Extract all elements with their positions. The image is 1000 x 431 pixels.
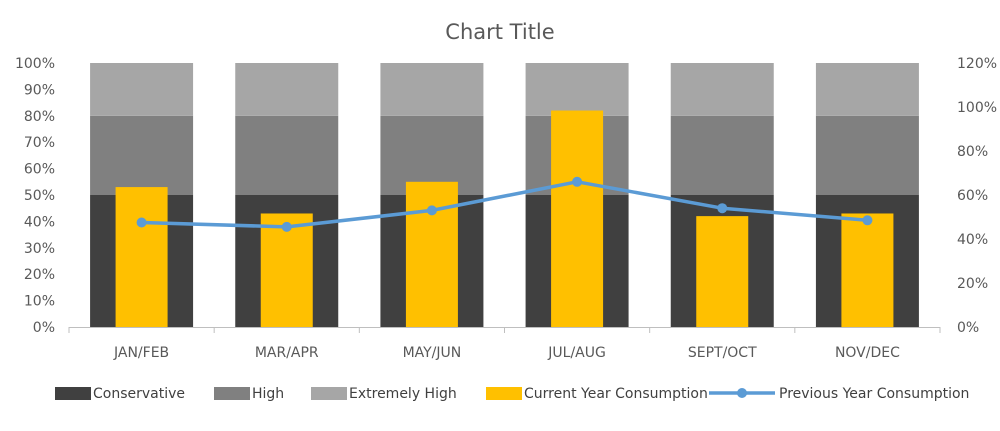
band-high-nov-dec: [815, 115, 919, 195]
left-tick-label: 70%: [24, 135, 55, 151]
legend-swatch: [214, 387, 250, 400]
bar-current-nov-dec: [841, 213, 894, 327]
legend-swatch: [311, 387, 347, 400]
band-extremely-high-nov-dec: [815, 63, 919, 116]
right-tick-label: 40%: [957, 232, 988, 248]
right-tick-label: 100%: [957, 100, 997, 116]
category-label-mar-apr: MAR/APR: [255, 345, 319, 361]
bar-current-mar-apr: [260, 213, 313, 327]
legend-label: High: [252, 386, 284, 402]
previous-year-point-mar-apr: [281, 221, 292, 232]
right-tick-label: 20%: [957, 276, 988, 292]
legend-item-current-year-consumption: Current Year Consumption: [486, 386, 708, 402]
left-tick-label: 20%: [24, 267, 55, 283]
bar-current-may-jun: [405, 181, 458, 327]
left-tick-label: 80%: [24, 109, 55, 125]
left-tick-label: 10%: [24, 294, 55, 310]
right-axis-labels: 0% 20% 40% 60% 80% 100% 120%: [957, 56, 997, 336]
legend-label: Conservative: [93, 386, 185, 402]
right-tick-label: 120%: [957, 56, 997, 72]
band-extremely-high-mar-apr: [235, 63, 339, 116]
bar-current-jul-aug: [551, 110, 604, 328]
band-extremely-high-jul-aug: [525, 63, 629, 116]
band-extremely-high-sept-oct: [670, 63, 774, 116]
band-extremely-high-jan-feb: [90, 63, 194, 116]
category-label-jul-aug: JUL/AUG: [547, 345, 606, 361]
chart-title: Chart Title: [445, 20, 554, 44]
right-tick-label: 80%: [957, 144, 988, 160]
left-tick-label: 50%: [24, 188, 55, 204]
left-tick-label: 30%: [24, 241, 55, 257]
category-labels: JAN/FEB MAR/APR MAY/JUN JUL/AUG SEPT/OCT NOV/…: [113, 345, 900, 361]
previous-year-line: [136, 176, 873, 232]
previous-year-point-may-jun: [426, 205, 437, 216]
category-label-jan-feb: JAN/FEB: [113, 345, 169, 361]
legend-label: Current Year Consumption: [524, 386, 708, 402]
legend-item-previous-year-consumption: Previous Year Consumption: [709, 386, 969, 402]
legend-label: Previous Year Consumption: [779, 386, 969, 402]
bar-current-jan-feb: [115, 187, 168, 327]
axes: [68, 327, 941, 333]
left-tick-label: 100%: [15, 56, 55, 72]
right-tick-label: 0%: [957, 320, 979, 336]
legend-label: Extremely High: [349, 386, 457, 402]
band-high-sept-oct: [670, 115, 774, 195]
band-high-jan-feb: [90, 115, 194, 195]
band-extremely-high-may-jun: [380, 63, 484, 116]
right-tick-label: 60%: [957, 188, 988, 204]
legend-swatch: [55, 387, 91, 400]
current-year-bars: [115, 110, 894, 328]
category-label-may-jun: MAY/JUN: [403, 345, 462, 361]
category-label-sept-oct: SEPT/OCT: [688, 345, 757, 361]
legend-item-extremely-high: Extremely High: [311, 386, 457, 402]
previous-year-point-nov-dec: [862, 215, 873, 226]
legend-swatch: [486, 387, 522, 400]
bar-current-sept-oct: [696, 216, 749, 327]
previous-year-point-sept-oct: [717, 203, 728, 214]
previous-year-line-path: [141, 180, 868, 229]
band-high-mar-apr: [235, 115, 339, 195]
left-tick-label: 90%: [24, 82, 55, 98]
left-tick-label: 0%: [33, 320, 55, 336]
left-tick-label: 60%: [24, 162, 55, 178]
previous-year-point-jan-feb: [136, 217, 147, 228]
left-tick-label: 40%: [24, 214, 55, 230]
left-axis-labels: 0% 10% 20% 30% 40% 50% 60% 70% 80% 90% 100%: [15, 56, 55, 336]
category-label-nov-dec: NOV/DEC: [835, 345, 900, 361]
previous-year-point-jul-aug: [572, 176, 583, 187]
legend: Conservative High Extremely High Current Ye…: [55, 386, 969, 402]
legend-swatch-marker: [737, 388, 747, 398]
legend-item-conservative: Conservative: [55, 386, 185, 402]
legend-item-high: High: [214, 386, 284, 402]
